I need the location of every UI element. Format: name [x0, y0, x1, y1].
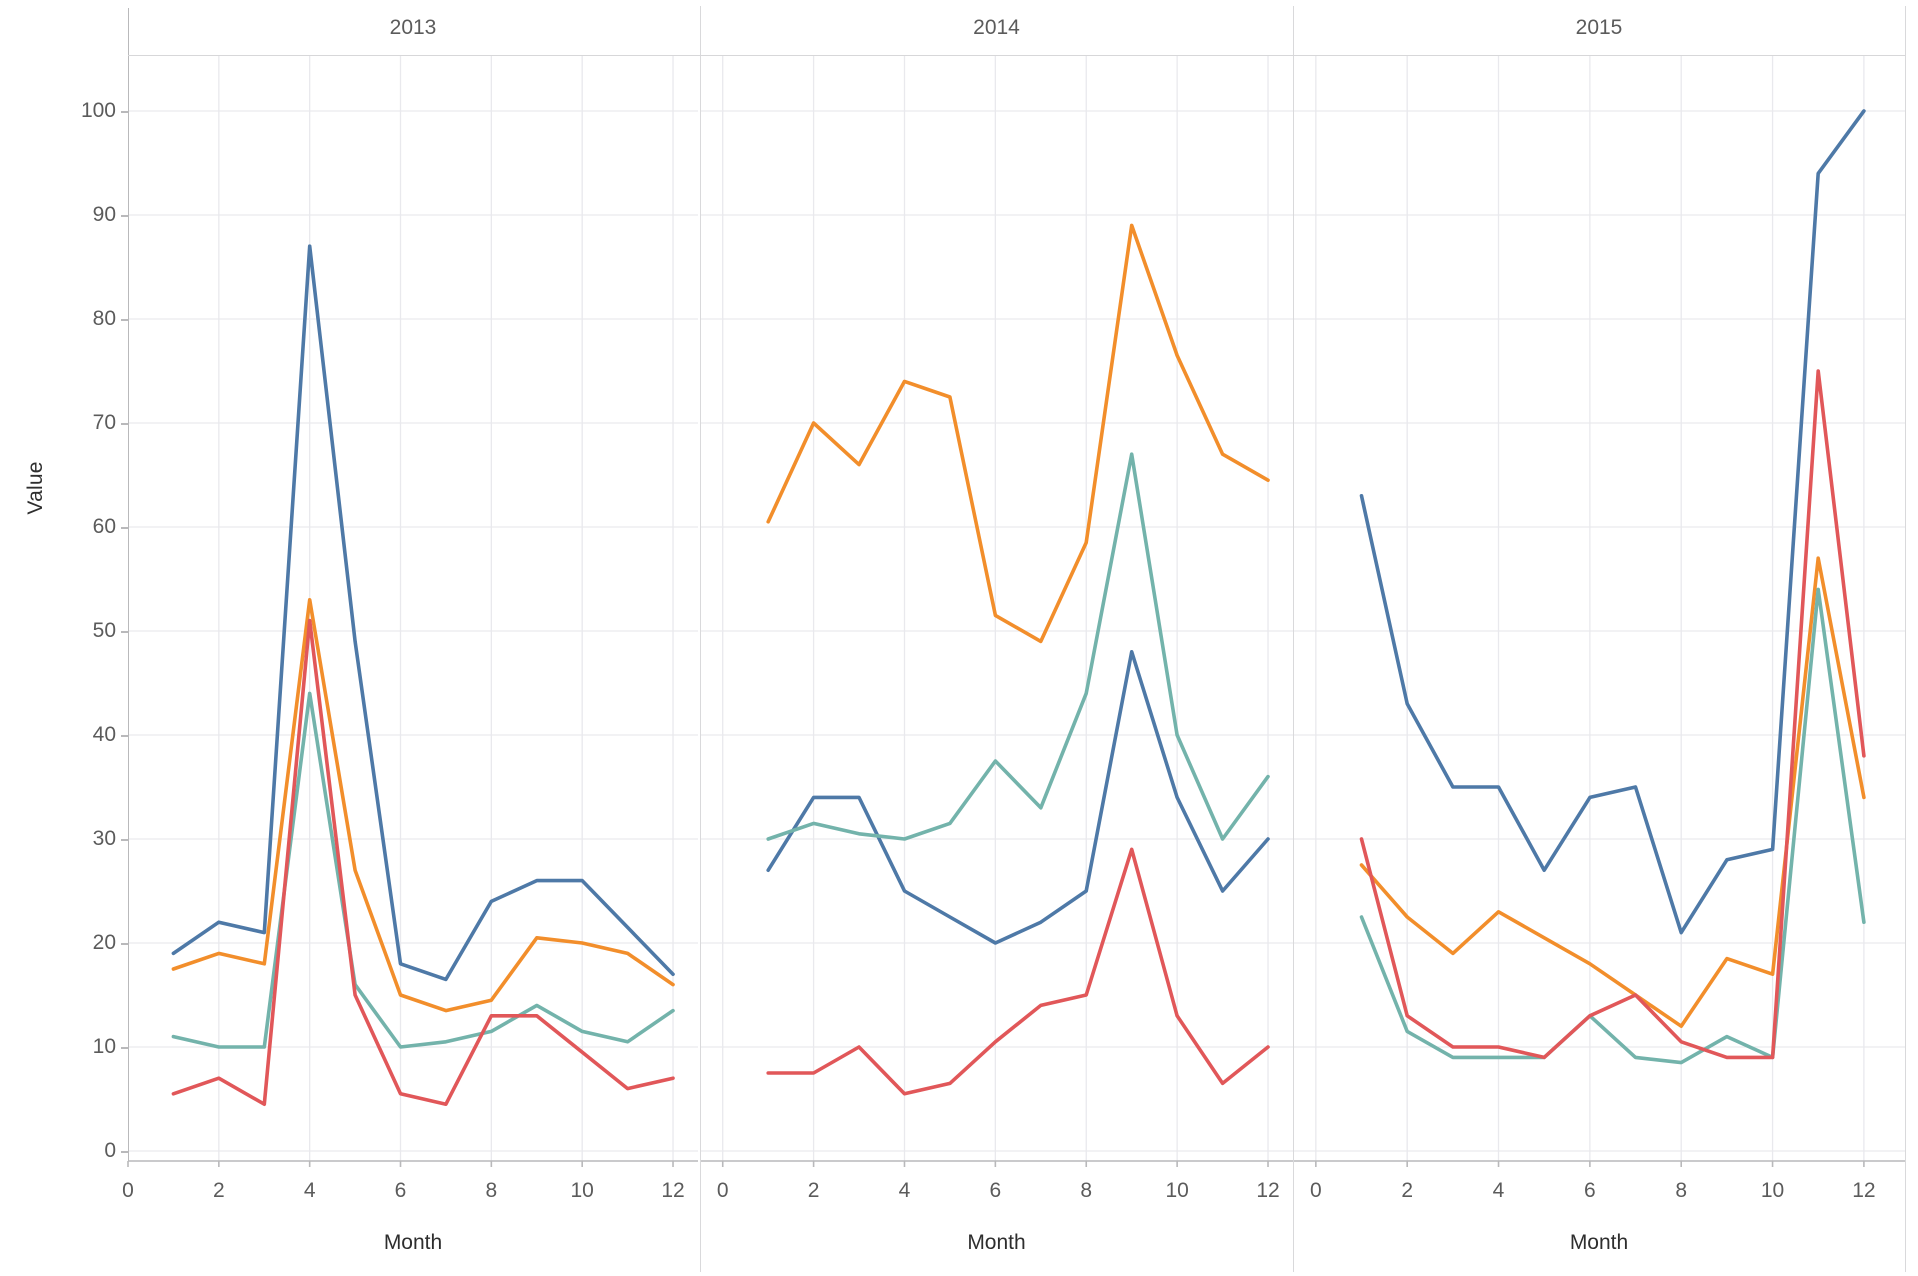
x-tick-label-6: 6: [1584, 1179, 1596, 1202]
x-tick-label-6: 6: [394, 1179, 407, 1202]
line-series-orange: [766, 223, 1270, 644]
y-tick-label-30: 30: [92, 827, 116, 850]
x-axis-title: Month: [967, 1231, 1026, 1254]
x-tick-label-8: 8: [485, 1179, 498, 1202]
line-series-orange: [171, 597, 675, 1013]
x-tick-label-10: 10: [570, 1179, 594, 1202]
x-axis-title: Month: [383, 1231, 443, 1254]
y-tick-mark: [121, 631, 128, 633]
x-tick-label-12: 12: [1256, 1179, 1280, 1202]
line-series-teal: [766, 452, 1270, 841]
y-tick-mark: [121, 1047, 128, 1049]
facet-2015: 2015 0 2 4 6 8 10 12 Month: [1293, 0, 1905, 1276]
line-series-red: [1359, 369, 1866, 1060]
plot-area-2015: [1293, 55, 1905, 1167]
y-tick-label-60: 60: [92, 515, 116, 538]
x-tick-label-0: 0: [1309, 1179, 1322, 1202]
y-tick-label-90: 90: [92, 203, 116, 226]
y-tick-mark: [121, 527, 128, 529]
x-tick-label-4: 4: [303, 1179, 316, 1202]
plot-area-2013: [127, 55, 698, 1167]
y-tick-mark: [121, 943, 128, 945]
line-series-blue: [1359, 109, 1866, 935]
panel-border: [1905, 6, 1906, 1272]
facet-header-underline: [128, 55, 1905, 56]
x-tick-label-10: 10: [1760, 1179, 1785, 1202]
panel-border: [1293, 6, 1294, 1272]
line-series-teal: [171, 691, 675, 1049]
line-series-red: [766, 847, 1270, 1096]
facet-title: 2013: [389, 16, 437, 39]
facet-title: 2015: [1575, 16, 1623, 39]
y-tick-mark: [121, 111, 128, 113]
y-tick-label-0: 0: [104, 1139, 116, 1162]
y-tick-label-20: 20: [92, 931, 116, 954]
y-tick-mark: [121, 1151, 128, 1153]
x-tick-label-2: 2: [212, 1179, 225, 1202]
panel-border: [700, 6, 701, 1272]
y-tick-label-50: 50: [92, 619, 116, 642]
y-tick-mark: [121, 319, 128, 321]
x-tick-label-8: 8: [1080, 1179, 1093, 1202]
y-tick-label-40: 40: [92, 723, 116, 746]
x-tick-label-4: 4: [1492, 1179, 1505, 1202]
y-axis-line: [127, 8, 129, 1161]
x-tick-label-0: 0: [716, 1179, 729, 1202]
line-series-red: [171, 618, 675, 1106]
x-axis-title: Month: [1569, 1231, 1629, 1254]
facet-title: 2014: [973, 16, 1020, 39]
facet-2014: 2014 0 2 4 6 8 10 12 Month: [700, 0, 1293, 1276]
y-tick-label-100: 100: [80, 99, 116, 122]
facet-2013: 2013 0 2 4 6 8 10 12 Month: [122, 0, 698, 1276]
x-tick-label-2: 2: [1401, 1179, 1414, 1202]
y-axis-title: Value: [24, 461, 47, 515]
y-tick-label-70: 70: [92, 411, 116, 434]
x-tick-label-12: 12: [661, 1179, 685, 1202]
x-tick-label-6: 6: [989, 1179, 1002, 1202]
y-tick-label-10: 10: [92, 1035, 116, 1058]
y-tick-mark: [121, 735, 128, 737]
line-series-blue: [766, 649, 1270, 945]
x-tick-label-8: 8: [1675, 1179, 1688, 1202]
x-tick-label-0: 0: [122, 1179, 134, 1202]
y-tick-mark: [121, 423, 128, 425]
plot-area-2014: [700, 55, 1293, 1167]
line-series-orange: [1359, 556, 1866, 1029]
x-tick-label-4: 4: [898, 1179, 911, 1202]
y-tick-label-80: 80: [92, 307, 116, 330]
line-series-teal: [1359, 587, 1866, 1065]
x-tick-label-10: 10: [1165, 1179, 1189, 1202]
line-series-blue: [171, 244, 675, 982]
x-tick-label-12: 12: [1852, 1179, 1876, 1202]
y-tick-mark: [121, 839, 128, 841]
x-tick-label-2: 2: [807, 1179, 820, 1202]
y-tick-mark: [121, 215, 128, 217]
